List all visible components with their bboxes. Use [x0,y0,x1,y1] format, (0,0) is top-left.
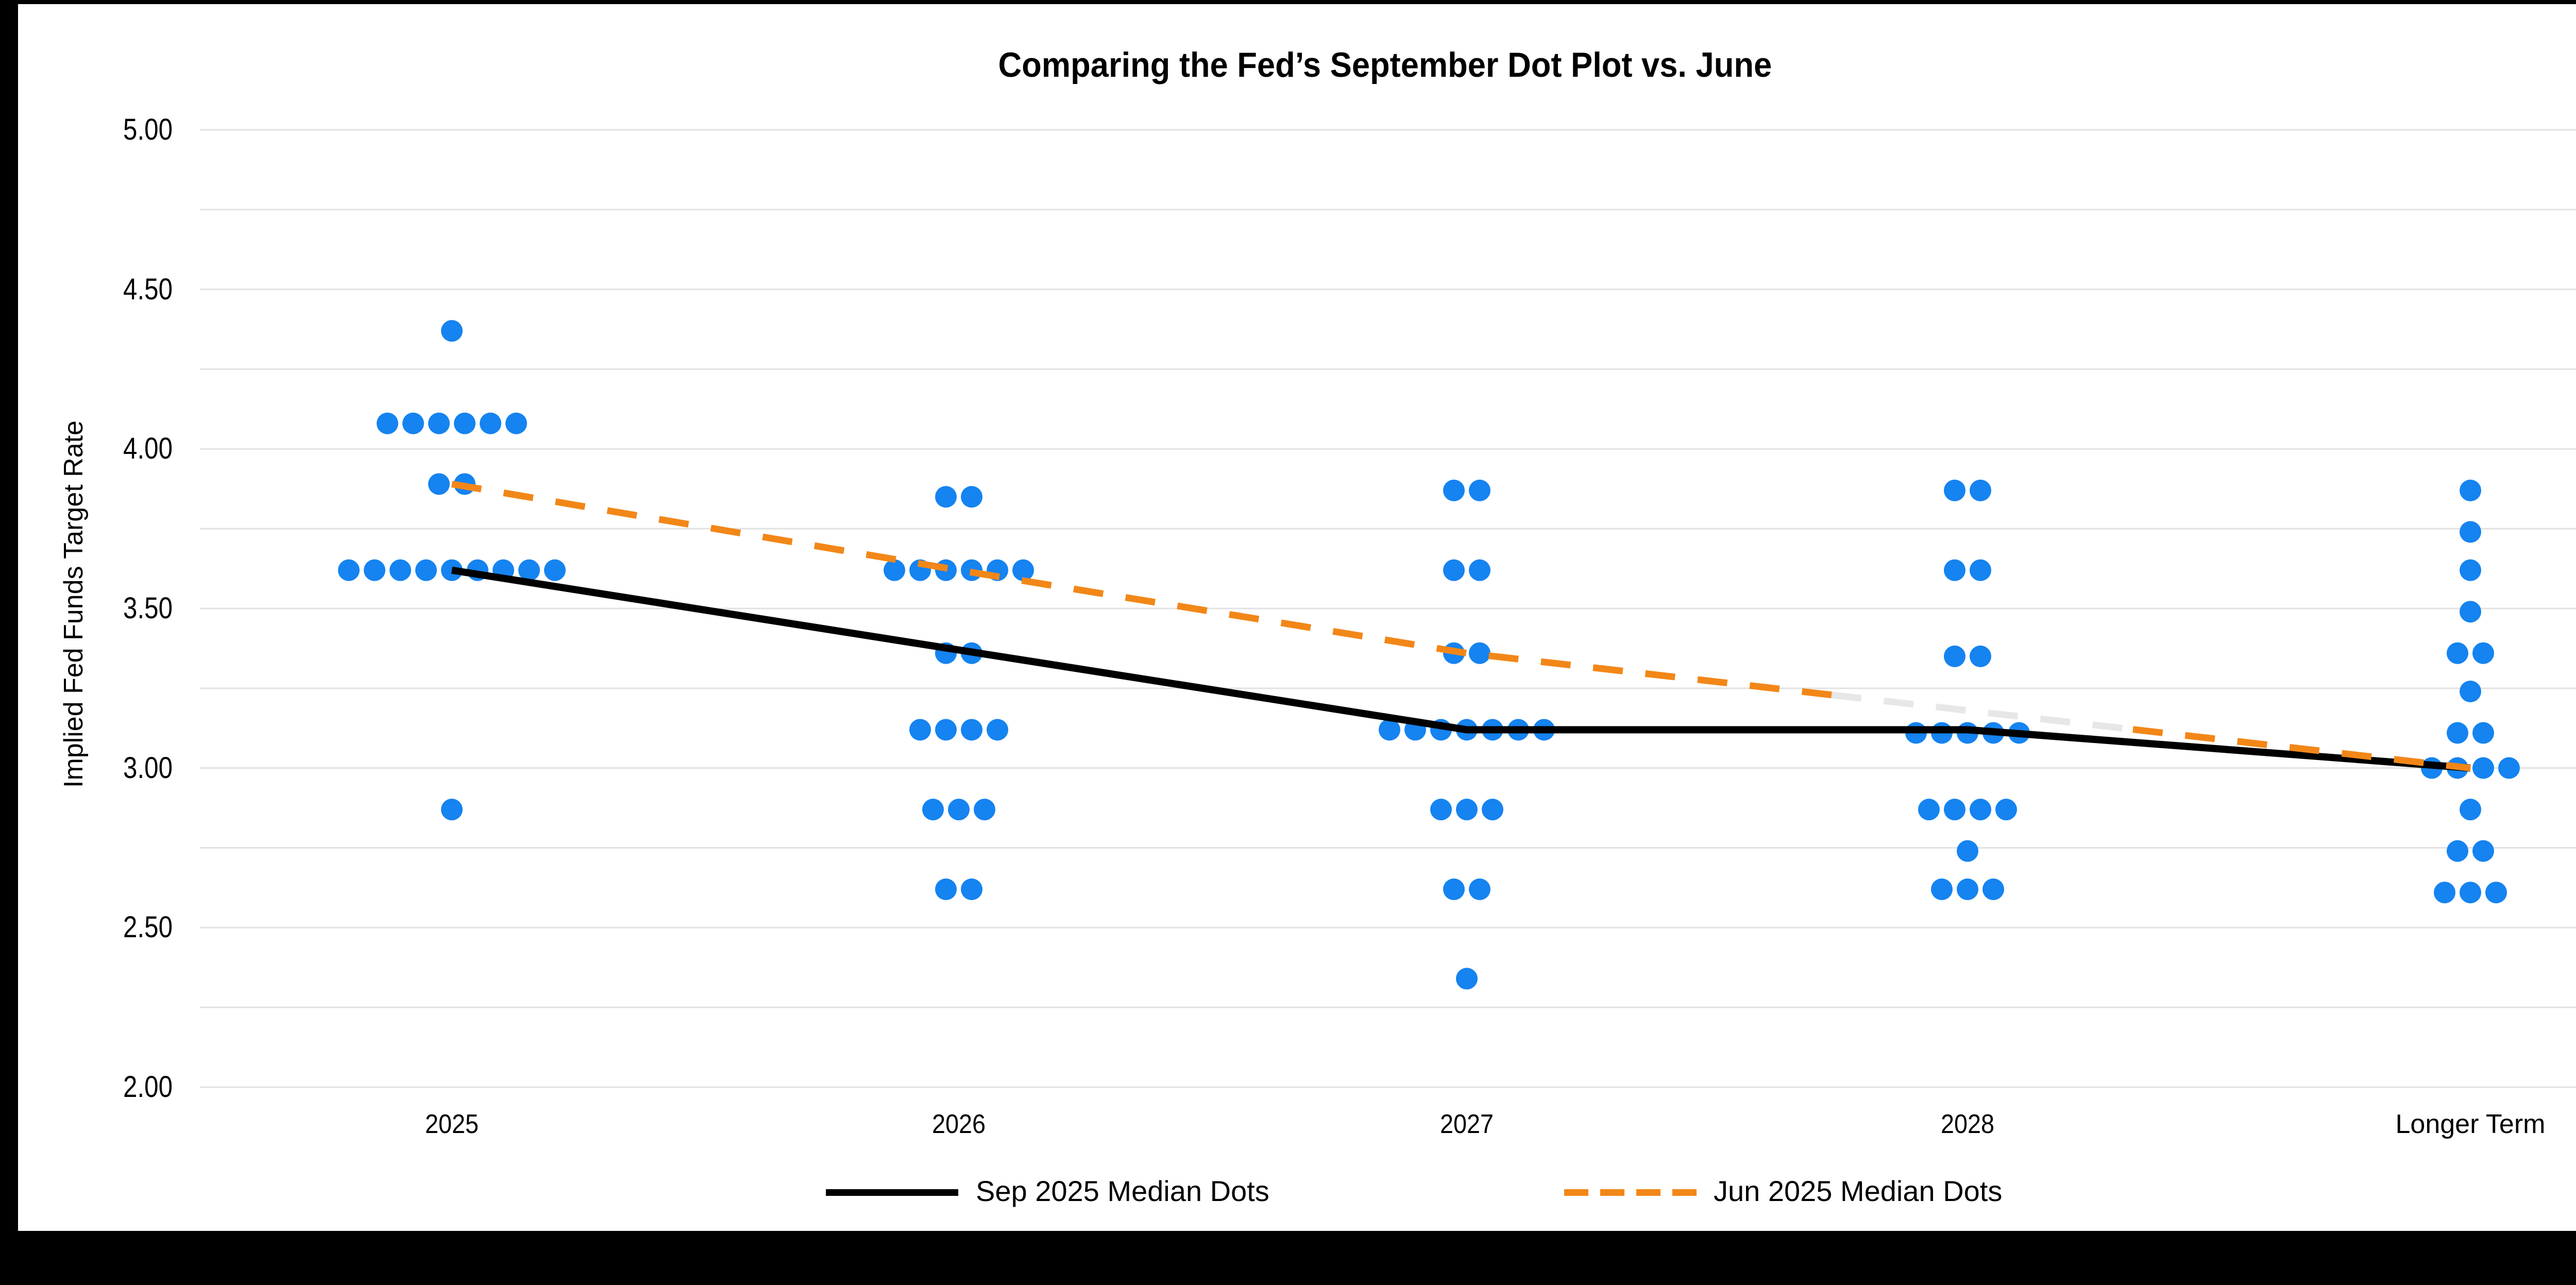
projection-dot [1469,559,1490,581]
projection-dot [544,559,566,581]
projection-dot [1970,799,1991,821]
projection-dot [922,799,944,821]
projection-dot [2460,799,2481,821]
projection-dot [505,412,527,434]
projection-dot [1957,878,1978,901]
projection-dot [1012,559,1034,581]
legend-sep-line-sample [826,1189,958,1196]
projection-dot [961,878,982,901]
projection-dot [364,559,385,581]
projection-dot [1944,559,1965,581]
projection-dot [389,559,411,581]
projection-dot [1970,645,1991,667]
projection-dot [2447,642,2468,664]
projection-dot [1443,479,1465,501]
projection-dot [1931,878,1953,901]
x-axis-label: 2025 [425,1109,479,1139]
chart-panel [18,4,2576,1231]
x-axis-label: 2027 [1439,1109,1494,1139]
y-tick-label: 3.50 [123,591,173,625]
projection-dot [1379,719,1400,741]
projection-dot [2460,521,2481,543]
projection-dot [2460,882,2481,904]
projection-dot [2434,882,2455,904]
projection-dot [1944,645,1965,667]
projection-dot [2472,722,2494,744]
chart-title: Comparing the Fed’s September Dot Plot v… [18,43,2576,87]
projection-dot [1443,559,1465,581]
jun-median-line-interpolated [1831,691,2133,733]
projection-dot [935,486,957,508]
projection-dot [2460,559,2481,581]
projection-dot [1456,799,1478,821]
projection-dot [338,559,360,581]
sep-median-line [451,566,2471,772]
projection-dot [2472,642,2494,664]
projection-dot [1944,479,1965,501]
y-tick-label: 3.00 [123,751,173,785]
projection-dot [1944,799,1965,821]
projection-dot [935,719,957,741]
projection-dot [1456,968,1478,990]
projection-dot [1469,479,1490,501]
projection-dot [2472,757,2494,779]
projection-dot [974,799,995,821]
projection-dot [987,719,1008,741]
legend-label-jun: Jun 2025 Median Dots [1714,1175,2003,1207]
projection-dot [402,412,424,434]
x-axis-label: 2026 [931,1109,986,1139]
projection-dot [2498,757,2520,779]
projection-dot [2447,840,2468,862]
y-tick-label: 2.50 [123,910,173,944]
projection-dot [1918,799,1940,821]
projection-dot [948,799,970,821]
projection-dot [2460,479,2481,501]
projection-dot [1970,559,1991,581]
projection-dot [1430,799,1452,821]
projection-dot [480,412,501,434]
jun-median-line [2132,726,2471,772]
x-axis-label: Longer Term [2395,1109,2546,1139]
projection-dot [1982,878,2004,901]
projection-dot [441,799,463,821]
y-tick-label: 4.00 [123,432,173,466]
projection-dot [2460,681,2481,703]
jun-median-line [451,481,1832,699]
projection-dot [428,473,450,495]
projection-dot [415,559,437,581]
projection-dot [1957,840,1978,862]
projection-dot [1443,878,1465,901]
projection-dot [454,412,476,434]
projection-dot [909,719,931,741]
projection-dot [428,412,450,434]
projection-dot [1970,479,1991,501]
y-tick-label: 5.00 [123,113,173,146]
chart-title-text: Comparing the Fed’s September Dot Plot v… [998,45,1772,84]
projection-dot [961,719,982,741]
projection-dot [1469,642,1490,664]
projection-dot [377,412,398,434]
projection-dot [935,878,957,901]
y-tick-label: 4.50 [123,272,173,306]
projection-dot [2485,882,2507,904]
legend-jun-line-sample [1564,1189,1697,1196]
projection-dot [1482,799,1503,821]
projection-dot [1469,878,1490,901]
projection-dot [2447,722,2468,744]
projection-dot [2472,840,2494,862]
projection-dot [441,320,463,342]
projection-dot [518,559,540,581]
x-axis-label: 2028 [1940,1109,1995,1139]
y-tick-label: 2.00 [123,1070,173,1104]
projection-dot [1995,799,2017,821]
projection-dot [2460,601,2481,623]
projection-dot [884,559,905,581]
projection-dot [961,486,982,508]
legend-label-sep: Sep 2025 Median Dots [976,1175,1269,1207]
